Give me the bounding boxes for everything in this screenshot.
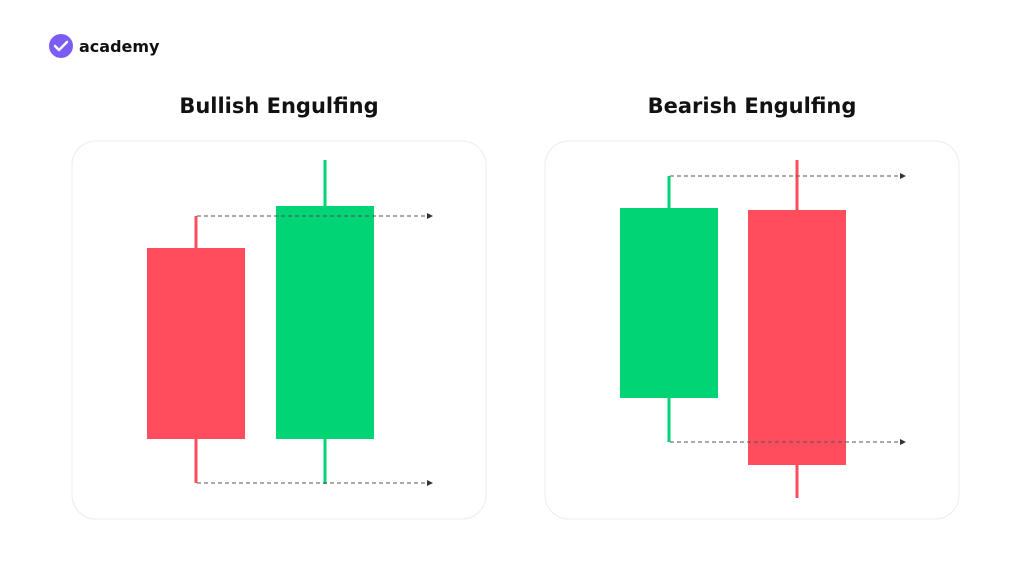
logo-text: academy — [79, 37, 160, 56]
bearish-candle — [147, 248, 245, 439]
bullish-panel — [71, 140, 487, 520]
bullish-candle — [276, 206, 374, 439]
logo-check — [53, 40, 69, 52]
logo-icon — [49, 34, 73, 58]
bullish-candle — [620, 208, 718, 398]
bearish-panel — [544, 140, 960, 520]
panel-title: Bullish Engulfing — [179, 94, 378, 118]
panel-title: Bearish Engulfing — [648, 94, 857, 118]
logo[interactable]: academy — [49, 34, 160, 58]
bearish-candle — [748, 210, 846, 465]
